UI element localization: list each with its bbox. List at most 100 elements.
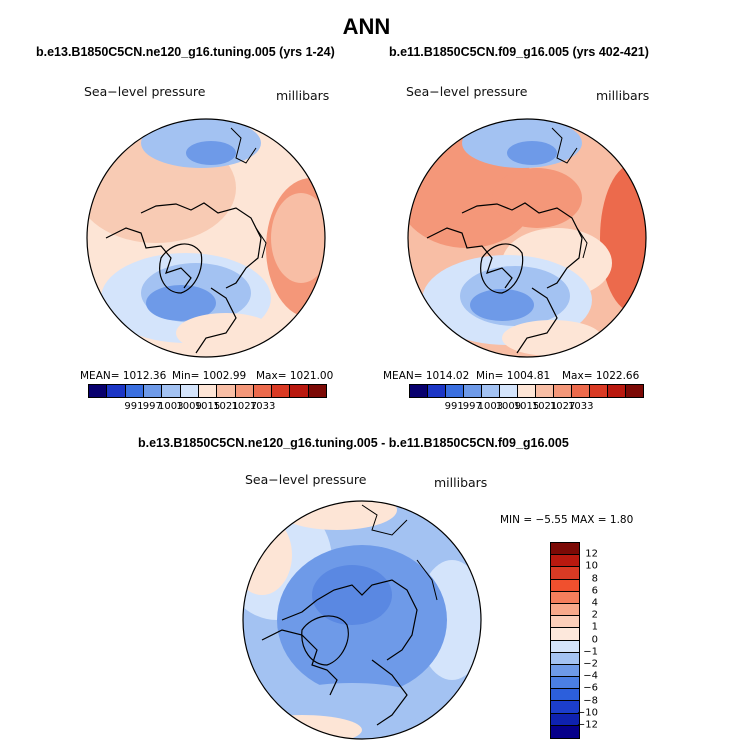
colorbar-swatch [551,628,579,641]
colorbar-label: 1033 [567,401,594,412]
colorbar-swatch [290,385,309,397]
colorbar-label: 1 [591,621,598,633]
colorbar-swatch [107,385,126,397]
colorbar-label: −2 [583,658,598,670]
colorbar-swatch [551,677,579,690]
left-max: Max= 1021.00 [256,370,334,382]
right-coastline [516,287,558,354]
colorbar-label: 991 [124,401,144,412]
colorbar-swatch [217,385,236,397]
colorbar-label: 1027 [231,401,257,412]
right-map-shade [507,141,557,165]
right-variable-label: Sea−level pressure [406,84,528,99]
colorbar-label: 10 [585,560,598,572]
right-coastline [551,127,578,164]
left-mean: MEAN= 1012.36 [80,370,167,382]
colorbar-label: 997 [142,401,162,412]
right-mean: MEAN= 1014.02 [383,370,470,382]
colorbar-label: −4 [583,670,598,682]
colorbar-label: 1033 [249,401,276,412]
right-coastline [461,202,583,289]
colorbar-label: −12 [576,719,598,731]
right-map-shade [492,168,582,228]
colorbar-swatch [428,385,446,397]
colorbar-swatch [464,385,482,397]
left-coastline [159,243,203,294]
diff-variable-label: Sea−level pressure [245,472,367,487]
colorbar-swatch [551,579,579,592]
colorbar-label: 8 [591,573,598,585]
colorbar-swatch [590,385,608,397]
diff-coastline [301,615,349,666]
left-map-shade [146,285,216,321]
left-map-shade [271,193,325,283]
diff-map-shade [243,715,362,739]
colorbar-swatch [572,385,590,397]
diff-polar-map [242,500,482,740]
colorbar-label: 2 [591,609,598,621]
colorbar-swatch [272,385,291,397]
left-min: Min= 1002.99 [172,370,247,382]
left-coastline [140,202,262,289]
diff-coastline [261,629,338,696]
colorbar-swatch [518,385,536,397]
colorbar-swatch [551,664,579,678]
left-coastline [195,287,237,354]
left-variable-label: Sea−level pressure [84,84,206,99]
left-coastline [230,127,257,164]
colorbar-label: 1021 [213,401,239,412]
left-map-border [86,118,326,358]
colorbar-swatch [198,385,218,397]
diff-map-shade [277,501,397,530]
diff-units-label: millibars [434,475,488,490]
colorbar-swatch [551,725,579,738]
right-coastline [480,243,524,294]
colorbar-swatch [551,701,579,714]
diff-coastline [281,579,418,661]
colorbar-swatch [89,385,108,397]
diff-coastline [416,559,438,601]
left-coastline [255,227,267,259]
colorbar-swatch [143,385,163,397]
left-colorbar-labels: 991 997 1003 1009 1015 1021 1027 1033 [88,401,327,415]
colorbar-swatch [551,652,579,665]
colorbar-label: −6 [583,682,598,694]
colorbar-label: 1003 [157,401,184,412]
colorbar-label: 1003 [477,401,504,412]
colorbar-label: 1009 [176,401,202,412]
right-min: Min= 1004.81 [476,370,551,382]
diff-coastline [361,504,408,536]
colorbar-label: −10 [576,707,598,719]
colorbar-swatch [551,567,579,580]
colorbar-swatch [551,616,579,629]
diff-map-shade [272,683,432,727]
colorbar-label: 1015 [513,401,540,412]
colorbar-label: 997 [462,401,482,412]
colorbar-label: 1009 [495,401,522,412]
right-map-border [407,118,647,358]
diff-min-max: MIN = −5.55 MAX = 1.80 [500,514,634,526]
colorbar-label: −1 [583,646,598,658]
colorbar-swatch [410,385,428,397]
colorbar-label: 1015 [194,401,221,412]
colorbar-swatch [551,713,579,726]
colorbar-label: 4 [591,597,598,609]
colorbar-label: 991 [444,401,464,412]
plot-title: ANN [342,14,391,39]
colorbar-label: 1027 [549,401,576,412]
colorbar-label: −8 [583,695,598,707]
colorbar-swatch [482,385,500,397]
diff-map-border [242,500,482,740]
left-units-label: millibars [276,88,330,103]
colorbar-swatch [235,385,254,397]
diff-colorbar [550,542,580,739]
left-polar-map [86,118,326,358]
colorbar-swatch [608,385,626,397]
colorbar-swatch [500,385,518,397]
colorbar-swatch [180,385,199,397]
right-map-shade [600,163,646,313]
colorbar-swatch [551,591,579,604]
diff-case-title: b.e13.B1850C5CN.ne120_g16.tuning.005 - b… [138,436,569,450]
diff-map-shade [312,565,392,625]
diff-colorbar-labels: 12 10 8 6 4 2 1 0 −1 −2 −4 −6 −8 −10 −12 [577,542,598,737]
